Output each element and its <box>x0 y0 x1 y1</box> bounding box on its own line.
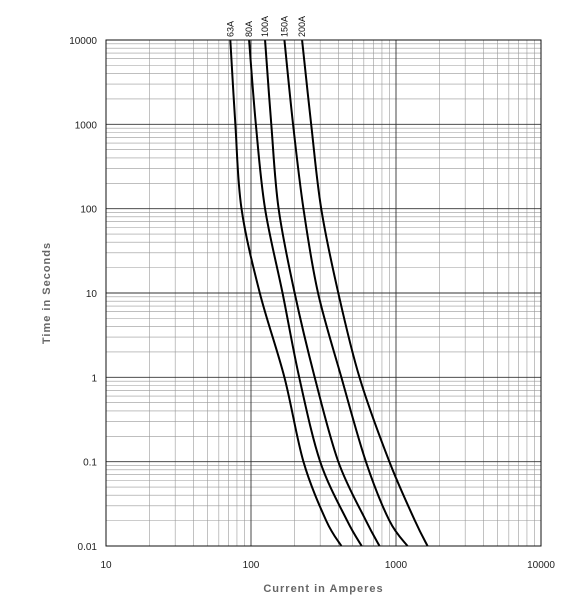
x-tick-label: 10 <box>100 560 112 571</box>
series-label-63a: 63A <box>225 21 235 37</box>
x-tick-label: 1000 <box>385 560 408 571</box>
y-tick-label: 0.01 <box>78 542 98 553</box>
y-tick-label: 1000 <box>75 120 98 131</box>
curve-200a <box>301 39 429 547</box>
y-tick-label: 1 <box>91 373 97 384</box>
y-tick-labels: 0.01 0.1 1 10 100 1000 10000 <box>69 36 97 553</box>
fuse-curves <box>229 39 429 547</box>
series-label-200a: 200A <box>297 16 307 37</box>
y-axis-label: Time in Seconds <box>41 242 53 344</box>
curve-150a <box>283 39 409 547</box>
curve-63a <box>229 39 343 547</box>
curve-100a <box>264 39 381 547</box>
series-label-100a: 100A <box>260 16 270 37</box>
x-axis-label: Current in Amperes <box>263 583 383 595</box>
plot-frame <box>105 39 542 547</box>
y-tick-label: 10 <box>86 289 98 300</box>
x-tick-label: 10000 <box>527 560 555 571</box>
y-tick-label: 0.1 <box>83 458 97 469</box>
series-labels: 63A 80A 100A 150A 200A <box>225 16 307 37</box>
x-tick-label: 100 <box>243 560 260 571</box>
y-tick-label: 10000 <box>69 36 97 47</box>
x-tick-labels: 10 100 1000 10000 <box>100 560 555 571</box>
series-label-80a: 80A <box>244 21 254 37</box>
curve-80a <box>248 39 363 547</box>
y-tick-label: 100 <box>80 205 97 216</box>
series-label-150a: 150A <box>279 16 289 37</box>
